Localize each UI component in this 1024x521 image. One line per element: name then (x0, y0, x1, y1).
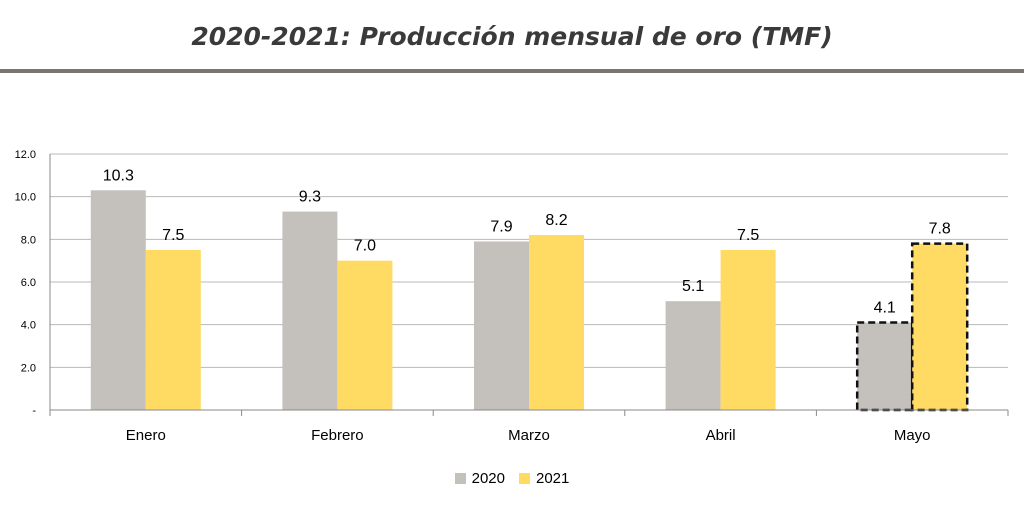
bar-2020-marzo (474, 241, 529, 410)
bar-2020-febrero (282, 211, 338, 410)
y-tick-label: 4.0 (21, 320, 36, 332)
bar-2020-mayo (855, 321, 914, 412)
data-label: 8.2 (545, 212, 567, 229)
data-label: 4.1 (874, 300, 896, 317)
legend: 2020 2021 (0, 470, 1024, 487)
title-rule (0, 69, 1024, 73)
bar-2021-febrero (337, 260, 393, 410)
legend-swatch-2020 (454, 473, 466, 484)
data-label: 7.5 (737, 227, 759, 244)
x-tick-label: Marzo (508, 427, 550, 444)
bar-2021-mayo (910, 242, 969, 412)
data-label: 9.3 (299, 189, 321, 206)
y-tick-label: - (32, 405, 36, 417)
y-tick-label: 10.0 (15, 192, 36, 204)
y-tick-label: 2.0 (21, 362, 36, 374)
legend-item-2020: 2020 (454, 470, 505, 487)
legend-item-2021: 2021 (519, 470, 569, 487)
bar-2020-abril (665, 301, 721, 410)
data-label: 5.1 (682, 278, 704, 295)
data-label: 7.5 (162, 227, 184, 244)
data-label: 7.9 (490, 218, 512, 235)
legend-swatch-2021 (519, 473, 530, 484)
x-tick-label: Enero (126, 427, 166, 444)
y-tick-label: 8.0 (21, 234, 36, 246)
y-tick-label: 6.0 (21, 277, 36, 289)
bar-2021-enero (145, 250, 201, 410)
legend-label-2021: 2021 (536, 470, 570, 487)
x-tick-label: Abril (706, 427, 736, 444)
bar-2021-abril (720, 250, 776, 410)
bar-2021-marzo (529, 235, 584, 410)
legend-label-2020: 2020 (471, 470, 505, 487)
x-tick-label: Febrero (311, 427, 364, 444)
x-tick-label: Mayo (894, 427, 931, 444)
y-tick-label: 12.0 (15, 149, 36, 161)
data-label: 10.3 (103, 167, 134, 184)
bar-2020-enero (90, 190, 146, 410)
data-label: 7.0 (354, 238, 376, 255)
chart-title: 2020-2021: Producción mensual de oro (TM… (191, 22, 833, 51)
data-label: 7.8 (929, 221, 951, 238)
